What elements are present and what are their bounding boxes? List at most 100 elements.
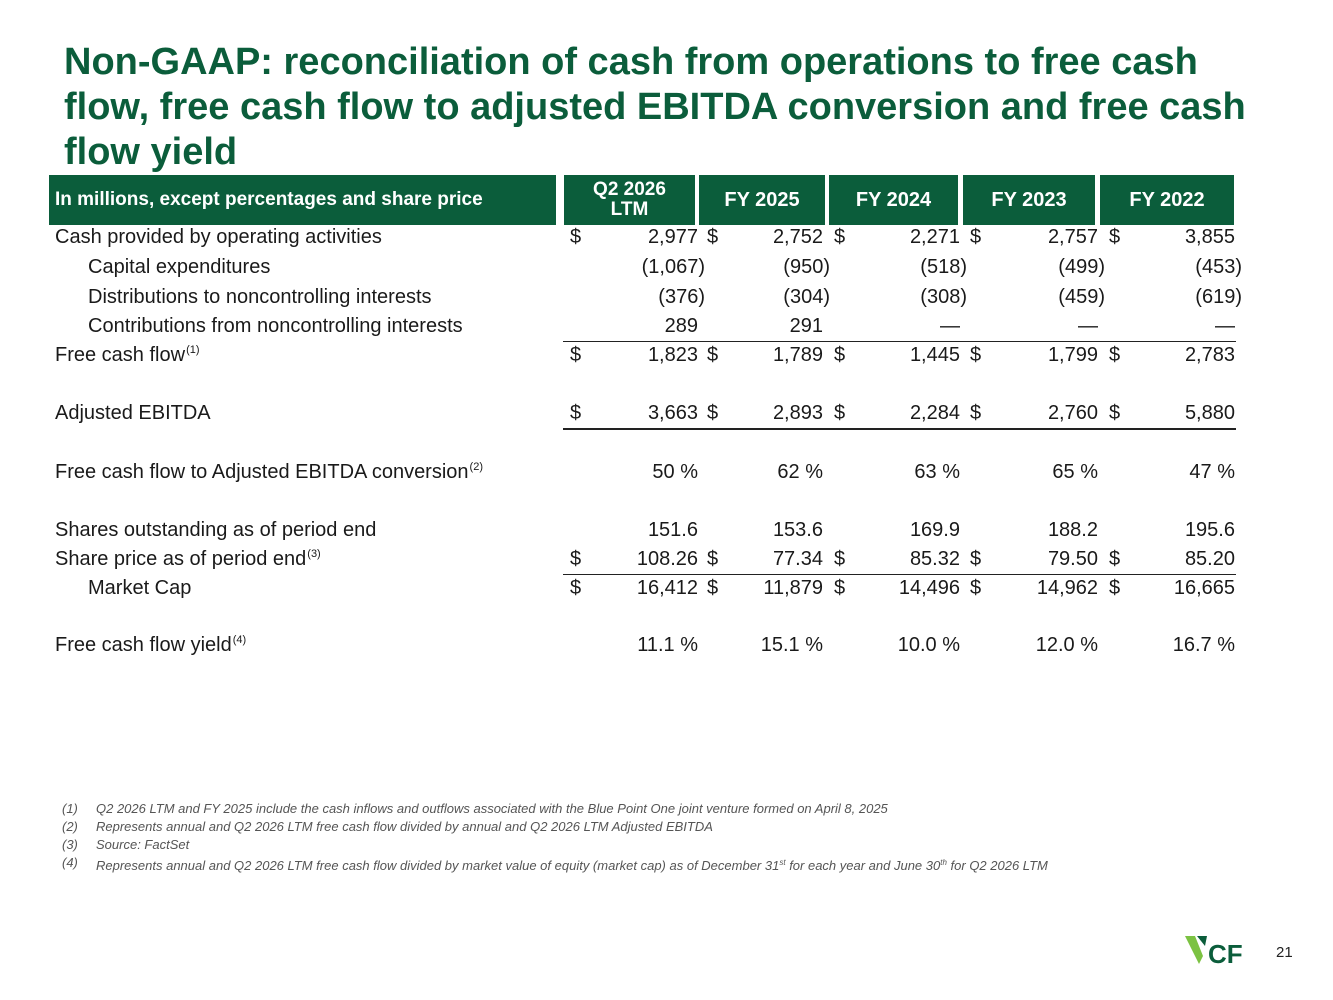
- row-label: Free cash flow yield(4): [55, 634, 247, 656]
- cell-value: 2,977: [647, 226, 698, 248]
- header-q2-2026-line1: Q2 2026: [593, 179, 666, 200]
- row-label: Free cash flow to Adjusted EBITDA conver…: [55, 461, 483, 483]
- cell-value: 3,663: [647, 402, 698, 424]
- dollar-sign: $: [834, 226, 846, 248]
- row-label: Capital expenditures: [88, 256, 271, 278]
- row-label: Market Cap: [88, 577, 192, 599]
- cell-value: (619): [1195, 286, 1242, 308]
- footnote-ref: (3): [307, 548, 321, 560]
- footnote-ref: (2): [469, 461, 483, 473]
- cell-value: 5,880: [1184, 402, 1235, 424]
- dollar-sign: $: [570, 402, 582, 424]
- row-label: Contributions from noncontrolling intere…: [88, 315, 463, 337]
- table-row: Market Cap $ 16,412 $ 11,879 $ 14,496 $ …: [0, 577, 1333, 603]
- cell-value: 151.6: [647, 519, 698, 541]
- row-label: Shares outstanding as of period end: [55, 519, 377, 541]
- cell-value: 153.6: [772, 519, 823, 541]
- cell-value: (518): [920, 256, 967, 278]
- logo-chevron-dark: [1197, 936, 1207, 946]
- header-fy-2025: FY 2025: [699, 175, 825, 225]
- table-row: Free cash flow(1) $ 1,823 $ 1,789 $ 1,44…: [0, 344, 1333, 370]
- dollar-sign: $: [970, 548, 982, 570]
- table-row: Free cash flow to Adjusted EBITDA conver…: [0, 461, 1333, 487]
- row-label: Distributions to noncontrolling interest…: [88, 286, 432, 308]
- cell-value: (499): [1058, 256, 1105, 278]
- cell-value: (376): [658, 286, 705, 308]
- cell-value: 16.7 %: [1172, 634, 1235, 656]
- subtotal-rule: [563, 574, 1236, 575]
- page-title: Non-GAAP: reconciliation of cash from op…: [64, 41, 1246, 173]
- dollar-sign: $: [707, 577, 719, 599]
- cell-value: 14,496: [898, 577, 960, 599]
- dollar-sign: $: [707, 402, 719, 424]
- dollar-sign: $: [570, 577, 582, 599]
- cell-value: 15.1 %: [760, 634, 823, 656]
- cell-value: 77.34: [772, 548, 823, 570]
- cell-value: 188.2: [1047, 519, 1098, 541]
- row-label: Adjusted EBITDA: [55, 402, 211, 424]
- dollar-sign: $: [570, 226, 582, 248]
- dollar-sign: $: [834, 577, 846, 599]
- dollar-sign: $: [970, 577, 982, 599]
- header-fy-2023: FY 2023: [963, 175, 1095, 225]
- table-row: Share price as of period end(3) $ 108.26…: [0, 548, 1333, 574]
- cell-value: —: [1215, 315, 1235, 337]
- table-row: Contributions from noncontrolling intere…: [0, 315, 1333, 341]
- total-rule: [563, 428, 1236, 430]
- table-row: Distributions to noncontrolling interest…: [0, 286, 1333, 312]
- cell-value: (1,067): [641, 256, 705, 278]
- cell-value: 291: [789, 315, 823, 337]
- cell-value: 79.50: [1047, 548, 1098, 570]
- header-fy-2022: FY 2022: [1100, 175, 1234, 225]
- dollar-sign: $: [1109, 577, 1121, 599]
- page-number: 21: [1276, 944, 1293, 961]
- cell-value: 16,665: [1173, 577, 1235, 599]
- cell-value: 2,757: [1047, 226, 1098, 248]
- table-row: Shares outstanding as of period end 151.…: [0, 519, 1333, 545]
- cell-value: 62 %: [777, 461, 823, 483]
- cell-value: 14,962: [1036, 577, 1098, 599]
- dollar-sign: $: [707, 226, 719, 248]
- dollar-sign: $: [1109, 344, 1121, 366]
- row-label: Share price as of period end(3): [55, 548, 321, 570]
- footnote-ref: (1): [186, 344, 200, 356]
- cell-value: 47 %: [1189, 461, 1235, 483]
- cell-value: 1,445: [909, 344, 960, 366]
- cell-value: —: [940, 315, 960, 337]
- cell-value: 63 %: [914, 461, 960, 483]
- table-row: Free cash flow yield(4) 11.1 % 15.1 % 10…: [0, 634, 1333, 660]
- dollar-sign: $: [834, 344, 846, 366]
- cell-value: 1,799: [1047, 344, 1098, 366]
- dollar-sign: $: [834, 548, 846, 570]
- dollar-sign: $: [1109, 226, 1121, 248]
- table-row: Capital expenditures (1,067) (950) (518)…: [0, 256, 1333, 282]
- logo-chevron-light: [1185, 936, 1203, 964]
- cell-value: 1,823: [647, 344, 698, 366]
- logo-text: CF: [1208, 939, 1243, 968]
- cell-value: (950): [783, 256, 830, 278]
- cell-value: 2,752: [772, 226, 823, 248]
- dollar-sign: $: [570, 548, 582, 570]
- header-fy-2024: FY 2024: [829, 175, 958, 225]
- cell-value: (308): [920, 286, 967, 308]
- footnote-ref: (4): [232, 634, 247, 646]
- dollar-sign: $: [970, 344, 982, 366]
- cf-logo: CF: [1185, 936, 1243, 968]
- cell-value: (453): [1195, 256, 1242, 278]
- table-row: Cash provided by operating activities $ …: [0, 226, 1333, 252]
- cell-value: 11.1 %: [637, 634, 698, 656]
- cell-value: 3,855: [1184, 226, 1235, 248]
- cell-value: 85.32: [909, 548, 960, 570]
- row-label: Cash provided by operating activities: [55, 226, 382, 248]
- cell-value: 1,789: [772, 344, 823, 366]
- cell-value: (304): [783, 286, 830, 308]
- cell-value: 2,893: [772, 402, 823, 424]
- cell-value: 169.9: [909, 519, 960, 541]
- dollar-sign: $: [707, 344, 719, 366]
- dollar-sign: $: [970, 226, 982, 248]
- cell-value: (459): [1058, 286, 1105, 308]
- dollar-sign: $: [570, 344, 582, 366]
- dollar-sign: $: [707, 548, 719, 570]
- cell-value: 11,879: [763, 577, 823, 599]
- subtotal-rule: [563, 341, 1236, 342]
